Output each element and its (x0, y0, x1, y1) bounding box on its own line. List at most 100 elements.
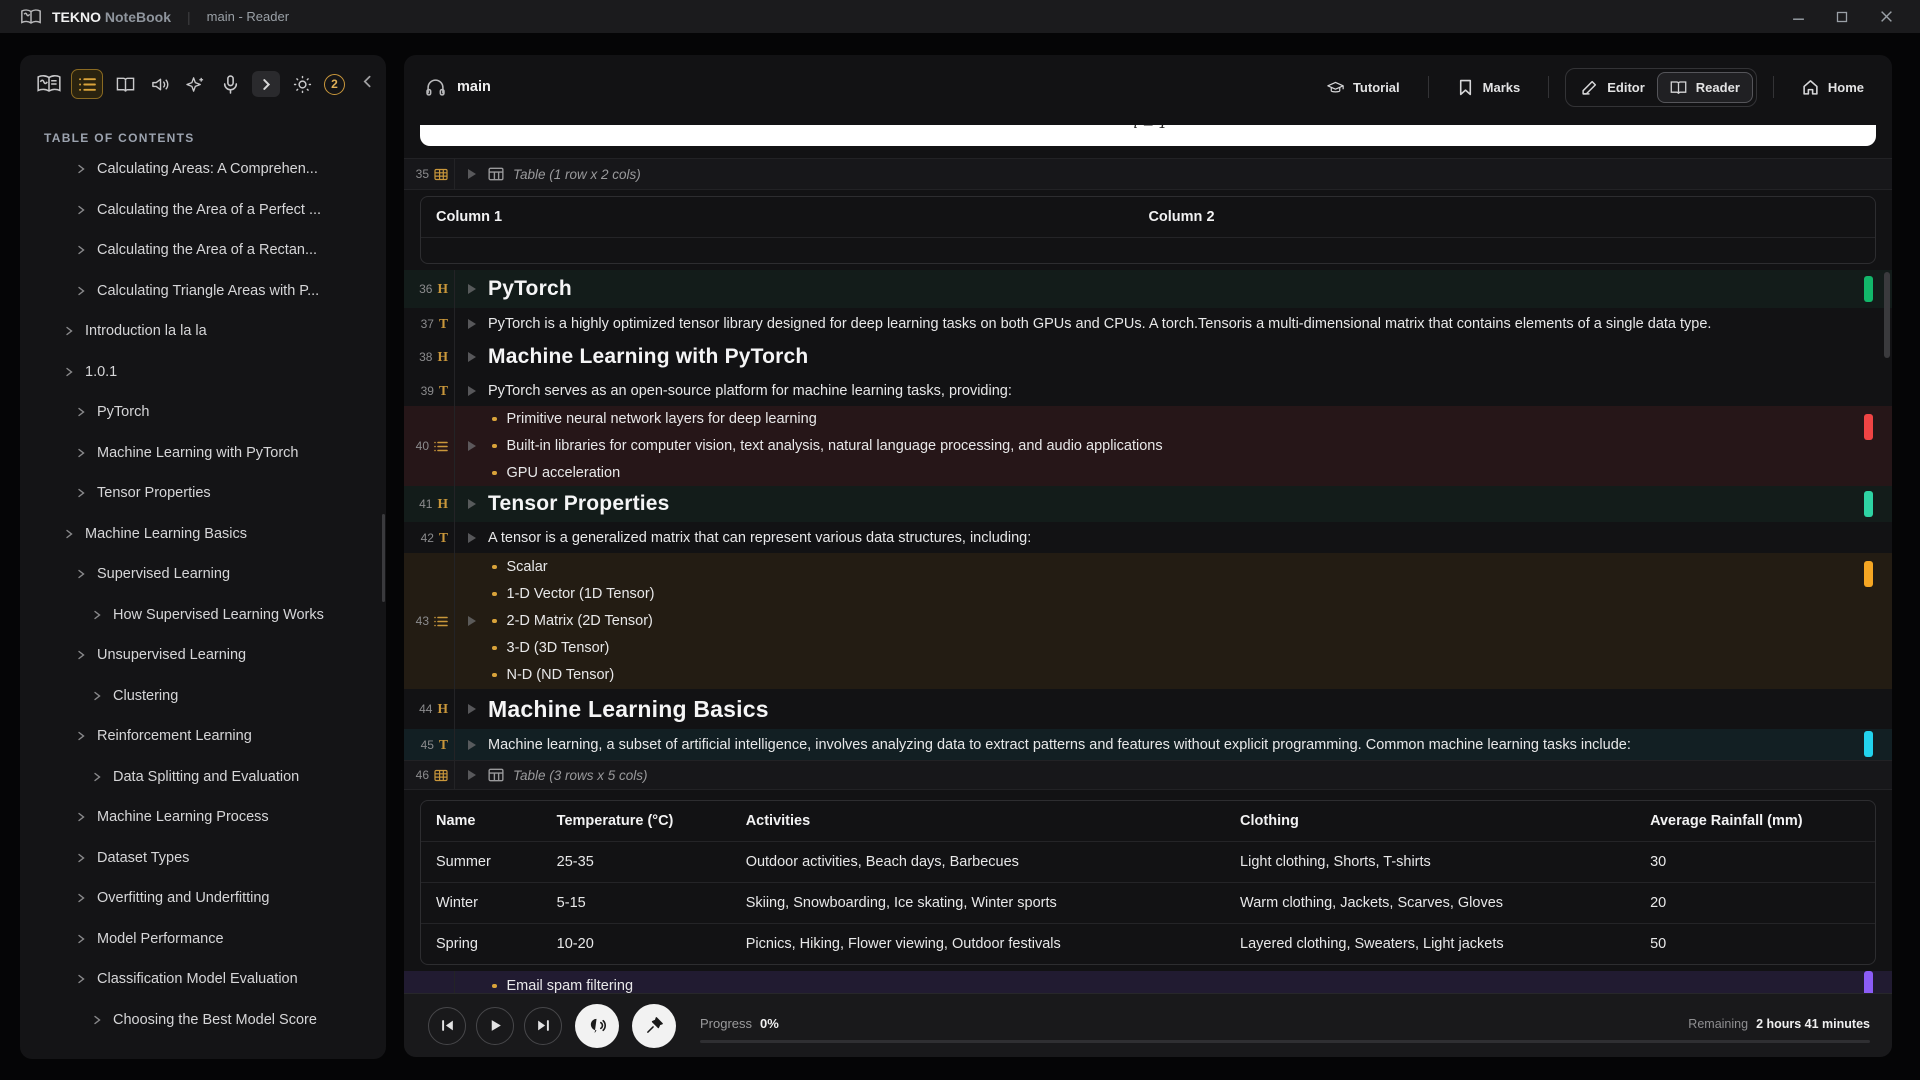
progress-bar[interactable] (700, 1040, 1870, 1043)
block-row-44[interactable]: 44 H Machine Learning Basics (404, 689, 1892, 729)
toc-item[interactable]: PyTorch (20, 392, 386, 433)
close-button[interactable] (1864, 0, 1908, 33)
editor-tab[interactable]: Editor (1569, 73, 1657, 102)
marks-button[interactable]: Marks (1445, 71, 1533, 104)
block-row-41[interactable]: 41 H Tensor Properties (404, 486, 1892, 522)
voice-button[interactable] (575, 1003, 619, 1048)
main-panel: main Tutorial Marks (404, 55, 1892, 1057)
toc-item-label: Unsupervised Learning (97, 647, 247, 664)
formula-block-partial[interactable]: i = 1 (420, 125, 1876, 146)
block-row-43[interactable]: 43 Scalar 1-D Vector (1D Tensor) 2-D Matri… (404, 553, 1892, 689)
toc-item[interactable]: Tensor Properties (20, 473, 386, 514)
sidebar-scrollbar[interactable] (382, 514, 385, 602)
toc-list-button[interactable] (71, 69, 103, 99)
toc-item[interactable]: Classification Model Evaluation (20, 959, 386, 1000)
pencil-icon (1582, 80, 1597, 95)
toc-item[interactable]: Calculating Areas: A Comprehen... (20, 149, 386, 190)
play-button[interactable] (476, 1006, 514, 1045)
minimize-button[interactable] (1776, 0, 1820, 33)
bookmark-ribbon[interactable] (1864, 276, 1873, 302)
maximize-button[interactable] (1820, 0, 1864, 33)
toc-item[interactable]: Machine Learning with PyTorch (20, 433, 386, 474)
toc-item[interactable]: Clustering (20, 676, 386, 717)
speaker-icon[interactable] (147, 71, 173, 97)
block-row-40[interactable]: 40 Primitive neural network layers for d… (404, 406, 1892, 486)
paragraph-text: A tensor is a generalized matrix that ca… (488, 529, 1032, 546)
toc-item[interactable]: Introduction la la la (20, 311, 386, 352)
toc-item-label: Calculating Areas: A Comprehen... (97, 161, 318, 178)
collapse-arrow-icon[interactable] (468, 499, 476, 509)
skip-forward-button[interactable] (524, 1006, 562, 1045)
toc-item-label: Data Splitting and Evaluation (113, 768, 300, 785)
block-row-36[interactable]: 36 H PyTorch (404, 270, 1892, 308)
formula-fragment: i = 1 (1133, 125, 1167, 132)
block-row-37[interactable]: 37 T PyTorch is a highly optimized tensor… (404, 308, 1892, 339)
bookmark-ribbon[interactable] (1864, 971, 1873, 993)
collapse-arrow-icon[interactable] (468, 318, 476, 329)
bookmark-ribbon[interactable] (1864, 731, 1873, 757)
content-scrollbar[interactable] (1884, 272, 1890, 358)
toc-item[interactable]: Choosing the Best Model Score (20, 1000, 386, 1041)
microphone-icon[interactable] (217, 71, 243, 97)
toc-item[interactable]: Data Splitting and Evaluation (20, 757, 386, 798)
toc-item[interactable]: Model Performance (20, 919, 386, 960)
toc-item[interactable]: Dataset Types (20, 838, 386, 879)
sidebar: 2 TABLE OF CONTENTS Calculating Areas: A… (20, 55, 386, 1059)
collapse-arrow-icon[interactable] (468, 739, 476, 750)
row-number: 39 (420, 383, 434, 398)
table-cell: 10-20 (556, 936, 594, 952)
table-header-cell: Clothing (1240, 813, 1299, 829)
bullet-list-item: 2-D Matrix (2D Tensor) (488, 608, 655, 635)
toc-item[interactable]: Calculating the Area of a Perfect ... (20, 190, 386, 231)
brightness-icon[interactable] (289, 71, 315, 97)
collapse-arrow-icon[interactable] (468, 352, 476, 362)
skip-back-button[interactable] (428, 1006, 466, 1045)
block-row-39[interactable]: 39 T PyTorch serves as an open-source pla… (404, 375, 1892, 406)
toc-item[interactable]: Machine Learning Basics (20, 514, 386, 555)
collapse-arrow-icon[interactable] (468, 284, 476, 294)
collapse-arrow-icon[interactable] (468, 770, 476, 780)
bookmark-icon (1459, 79, 1471, 95)
collapse-arrow-icon[interactable] (468, 385, 476, 396)
bookmark-ribbon[interactable] (1864, 561, 1873, 587)
toc-item[interactable]: Machine Learning Process (20, 797, 386, 838)
block-row-45[interactable]: 45 T Machine learning, a subset of artifi… (404, 729, 1892, 760)
toc-item[interactable]: Overfitting and Underfitting (20, 878, 386, 919)
book-icon[interactable] (112, 71, 138, 97)
block-row-partial[interactable]: Email spam filtering (404, 971, 1892, 993)
collapse-arrow-icon[interactable] (468, 441, 476, 451)
home-button[interactable]: Home (1790, 71, 1876, 104)
notification-badge[interactable]: 2 (324, 73, 345, 95)
toc-item[interactable]: How Supervised Learning Works (20, 595, 386, 636)
toc-item-label: Calculating the Area of a Rectan... (97, 242, 318, 259)
collapse-arrow-icon[interactable] (468, 532, 476, 543)
notebook-logo-icon[interactable] (36, 71, 62, 97)
tutorial-button[interactable]: Tutorial (1315, 71, 1412, 104)
toc-item[interactable]: Calculating the Area of a Rectan... (20, 230, 386, 271)
sparkles-icon[interactable] (182, 71, 208, 97)
pin-button[interactable] (632, 1003, 676, 1048)
toc-item[interactable]: Unsupervised Learning (20, 635, 386, 676)
app-logo-book-icon (21, 8, 41, 24)
toc-item[interactable]: Calculating Triangle Areas with P... (20, 271, 386, 312)
block-row-46[interactable]: 46 Table (3 rows x 5 cols) (404, 760, 1892, 790)
toc-item[interactable]: 1.0.1 (20, 352, 386, 393)
reader-tab[interactable]: Reader (1656, 71, 1753, 103)
collapse-arrow-icon[interactable] (468, 704, 476, 714)
chevron-right-button[interactable] (252, 71, 280, 97)
paragraph-text: PyTorch serves as an open-source platfor… (488, 382, 1012, 399)
collapse-sidebar-icon[interactable] (362, 75, 373, 93)
collapse-arrow-icon[interactable] (468, 616, 476, 626)
collapse-arrow-icon[interactable] (468, 169, 476, 179)
block-row-35[interactable]: 35 Table (1 row x 2 cols) (404, 158, 1892, 190)
block-row-42[interactable]: 42 T A tensor is a generalized matrix tha… (404, 522, 1892, 553)
table-empty-row (421, 237, 1875, 263)
toc-item[interactable]: Reinforcement Learning (20, 716, 386, 757)
bookmark-ribbon[interactable] (1864, 414, 1873, 440)
toc-item[interactable]: Supervised Learning (20, 554, 386, 595)
bookmark-ribbon[interactable] (1864, 491, 1873, 517)
block-row-38[interactable]: 38 H Machine Learning with PyTorch (404, 339, 1892, 375)
table-cell: Layered clothing, Sweaters, Light jacket… (1240, 936, 1504, 952)
list-type-icon (434, 441, 448, 451)
